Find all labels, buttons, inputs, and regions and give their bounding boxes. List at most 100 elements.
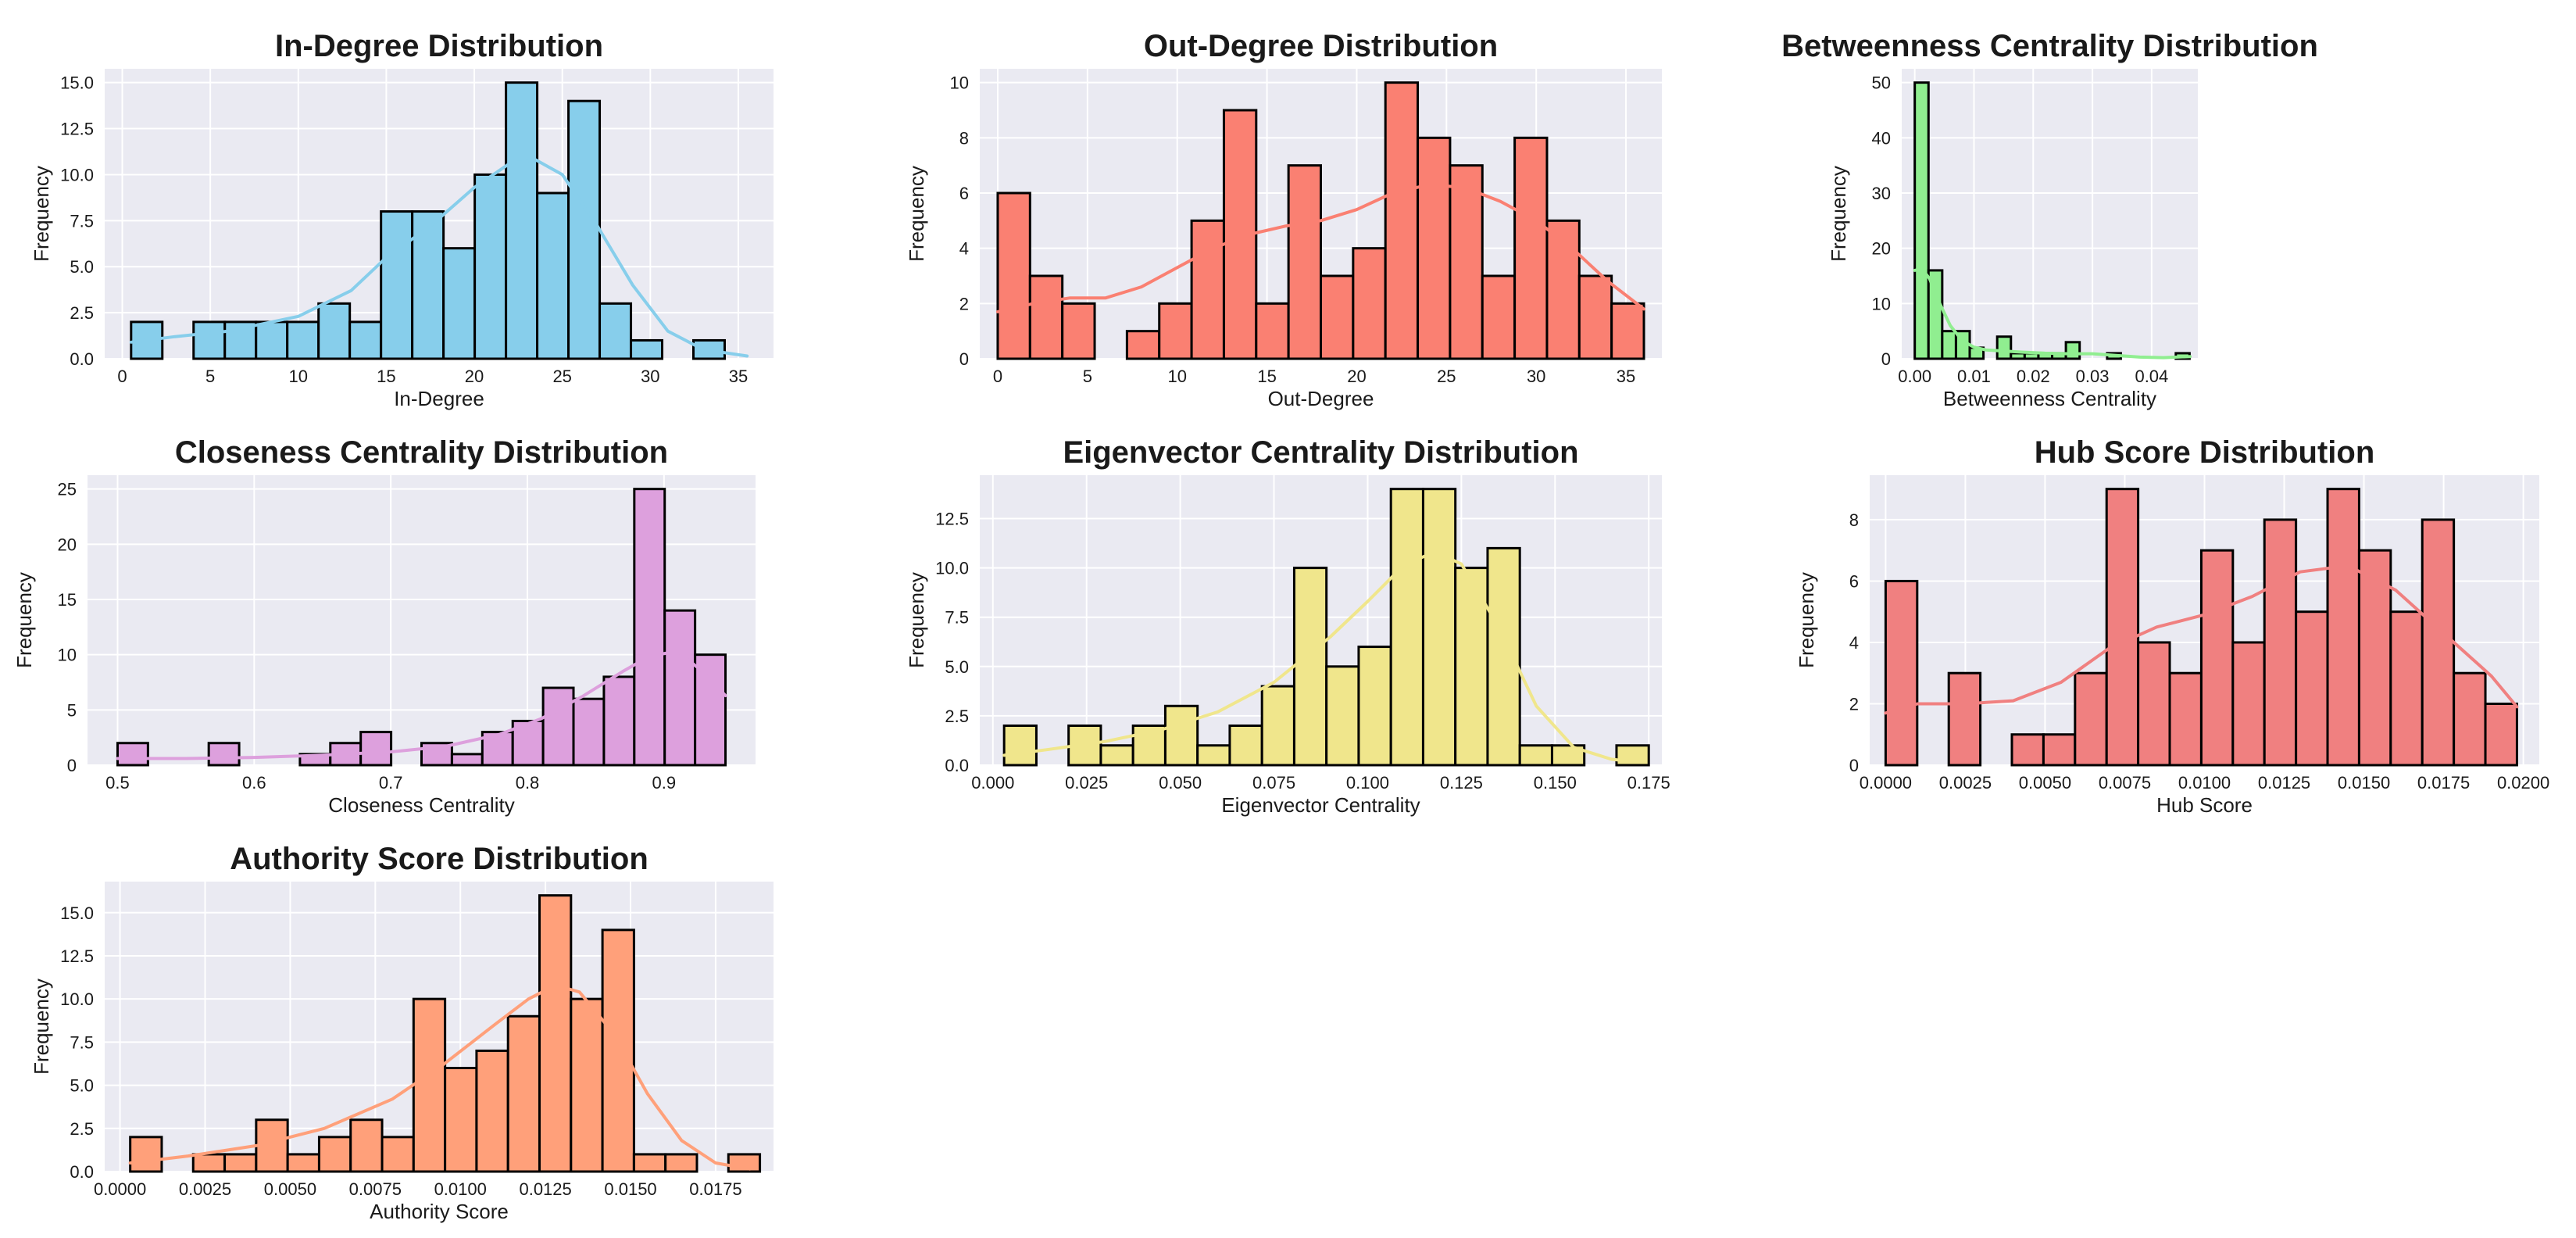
- y-tick-label: 30: [1872, 184, 1891, 203]
- x-tick-label: 25: [1437, 367, 1456, 386]
- histogram-bar: [1941, 330, 1957, 360]
- chart-title: Hub Score Distribution: [2035, 435, 2375, 470]
- histogram-bar: [2453, 671, 2487, 767]
- y-tick-label: 12.5: [60, 946, 94, 966]
- histogram-bar: [1228, 725, 1263, 767]
- x-tick-label: 0.5: [105, 773, 130, 793]
- x-tick-label: 0.0125: [519, 1179, 571, 1199]
- histogram-bar: [2484, 702, 2518, 767]
- y-tick-label: 0.0: [70, 1162, 94, 1182]
- chart-panel-1: 0 5 10 15 20 25 30 35 0.0 2.5 5.0 7.5 10.0 12.5 15.0 In…: [30, 29, 774, 410]
- y-tick-label: 0.0: [70, 349, 94, 369]
- histogram-bar: [1545, 219, 1581, 360]
- chart-panel-5: 0.000 0.025 0.050 0.075 0.100 0.125 0.150 0.175…: [905, 435, 1670, 817]
- histogram-bar: [359, 731, 393, 767]
- y-axis-label: Frequency: [30, 166, 53, 262]
- y-tick-label: 8: [959, 128, 969, 148]
- histogram-bar: [1028, 274, 1064, 360]
- x-tick-label: 20: [1347, 367, 1366, 386]
- x-tick-label: 0.7: [379, 773, 403, 793]
- plot-background: [1902, 69, 2198, 359]
- histogram-bar: [286, 1153, 320, 1173]
- x-tick-label: 5: [205, 367, 215, 386]
- histogram-bar: [1995, 335, 2013, 360]
- kde-line: [1913, 267, 2192, 360]
- histogram-bar: [223, 1153, 258, 1173]
- histogram-bar: [1481, 274, 1517, 360]
- chart-panel-3: 0.00 0.01 0.02 0.03 0.04 0 10 20 30 40 50 Betweenne…: [1781, 29, 2318, 410]
- histogram-bar: [2421, 518, 2456, 767]
- histogram-bar: [450, 753, 484, 767]
- x-tick-label: 0.050: [1159, 773, 1202, 793]
- histogram-bar: [1292, 567, 1328, 767]
- x-tick-label: 0.0050: [264, 1179, 316, 1199]
- x-tick-label: 0.125: [1440, 773, 1483, 793]
- histogram-bar: [444, 1067, 478, 1173]
- histogram-bar: [349, 1118, 384, 1173]
- histogram-bar: [1417, 136, 1452, 360]
- histogram-bar: [1255, 302, 1290, 360]
- x-tick-label: 0.100: [1346, 773, 1389, 793]
- histogram-bar: [2105, 488, 2140, 767]
- kde-line: [129, 158, 749, 358]
- histogram-bar: [412, 997, 447, 1173]
- y-tick-label: 0: [1881, 349, 1891, 369]
- histogram-bar: [286, 320, 320, 360]
- histogram-bar: [192, 320, 227, 360]
- y-tick-label: 0.0: [945, 756, 969, 775]
- y-tick-label: 7.5: [70, 1032, 94, 1052]
- histogram-bar: [1884, 579, 1919, 767]
- x-tick-label: 0.04: [2135, 367, 2168, 386]
- y-tick-label: 12.5: [935, 510, 969, 529]
- histogram-bar: [475, 1049, 509, 1173]
- histogram-bar: [348, 320, 383, 360]
- x-tick-label: 0.0000: [1860, 773, 1912, 793]
- y-tick-label: 4: [1849, 633, 1859, 653]
- x-tick-label: 15: [377, 367, 395, 386]
- histogram-bar: [1125, 330, 1161, 360]
- histogram-bar: [2326, 488, 2360, 767]
- histogram-bar: [380, 210, 414, 360]
- x-tick-label: 0.03: [2076, 367, 2110, 386]
- x-tick-label: 0.0175: [2417, 773, 2470, 793]
- y-tick-label: 5.0: [70, 1076, 94, 1096]
- x-tick-label: 0.9: [652, 773, 677, 793]
- histogram-bar: [2357, 549, 2392, 767]
- y-tick-label: 2: [1849, 694, 1859, 714]
- x-tick-label: 35: [729, 367, 748, 386]
- histogram-bar: [1947, 671, 1982, 767]
- x-tick-label: 0.00: [1898, 367, 1931, 386]
- x-tick-label: 30: [641, 367, 659, 386]
- x-tick-label: 0.0100: [2178, 773, 2231, 793]
- x-axis-label: Out-Degree: [1268, 387, 1374, 410]
- y-tick-label: 20: [58, 535, 77, 554]
- y-tick-label: 20: [1872, 239, 1891, 259]
- histogram-bar: [598, 302, 633, 360]
- histogram-bar: [1158, 302, 1193, 360]
- chart-title: Authority Score Distribution: [230, 842, 648, 876]
- x-tick-label: 0.0200: [2497, 773, 2549, 793]
- histogram-bar: [317, 302, 352, 360]
- y-tick-label: 40: [1872, 128, 1891, 148]
- x-tick-label: 0.150: [1534, 773, 1577, 793]
- y-tick-label: 10: [58, 646, 77, 665]
- histogram-bar: [630, 338, 664, 360]
- histogram-bar: [207, 742, 241, 767]
- histogram-bar: [2263, 518, 2298, 767]
- histogram-bar: [1449, 164, 1484, 360]
- histogram-bar: [572, 697, 606, 767]
- histogram-bar: [129, 1136, 163, 1173]
- histogram-bar: [1421, 488, 1457, 767]
- histogram-bar: [602, 675, 636, 767]
- y-tick-label: 5.0: [945, 657, 969, 677]
- histogram-bar: [1513, 136, 1549, 360]
- y-tick-label: 15: [58, 590, 77, 610]
- x-tick-label: 0.0050: [2019, 773, 2071, 793]
- histogram-bar: [1002, 725, 1038, 767]
- y-tick-label: 8: [1849, 510, 1859, 530]
- histogram-bar: [632, 1153, 667, 1173]
- x-tick-label: 0.000: [971, 773, 1014, 793]
- histogram-bar: [570, 997, 604, 1173]
- y-tick-label: 0: [67, 756, 77, 775]
